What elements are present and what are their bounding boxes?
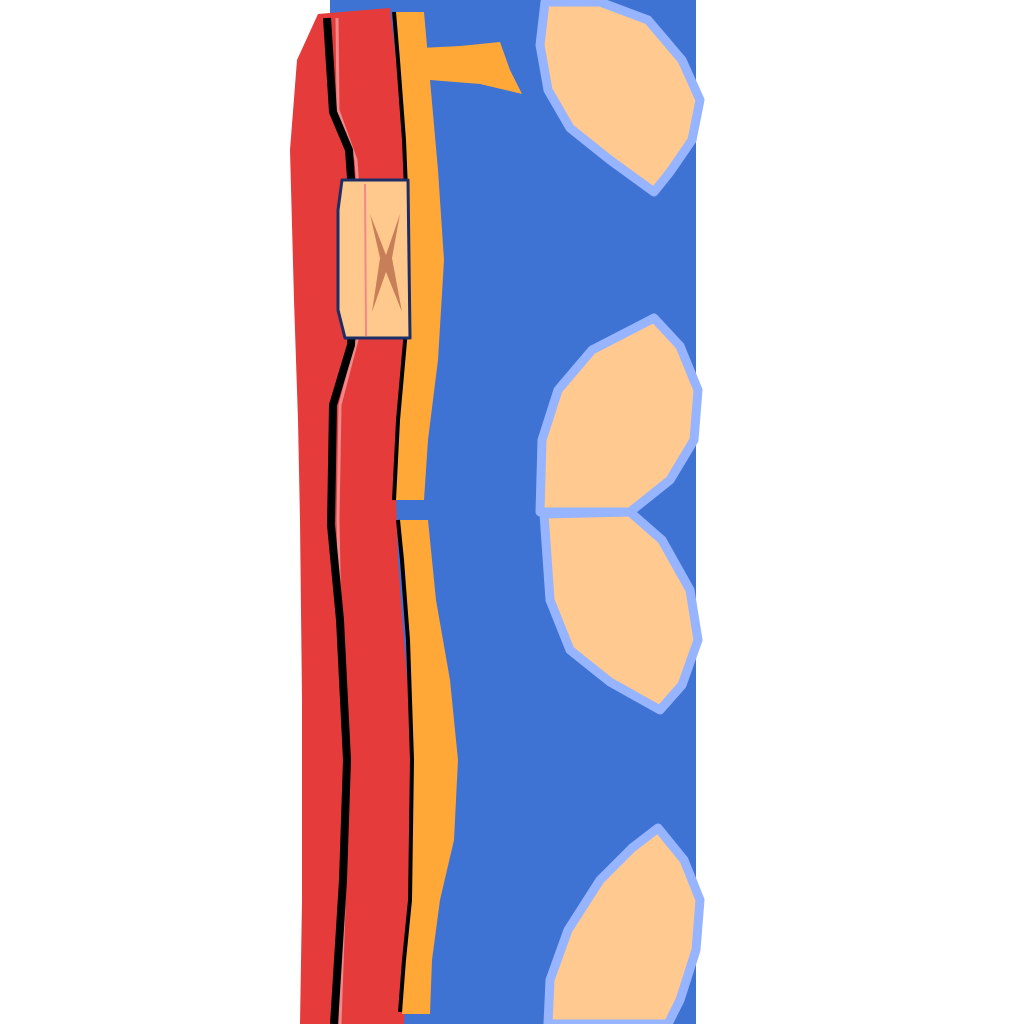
leaf-shape-3	[539, 507, 703, 715]
orange-strip-lower-edge	[396, 519, 414, 1013]
red-strip-outline	[323, 17, 360, 1024]
leaf-shape-4	[543, 823, 705, 1024]
window-inner-edge	[364, 183, 367, 337]
orange-strip-lower	[398, 520, 458, 1014]
window-panel	[336, 178, 412, 340]
orange-flag	[420, 42, 522, 94]
window-x-mark	[370, 214, 402, 312]
leaf-shape-1	[535, 0, 705, 197]
